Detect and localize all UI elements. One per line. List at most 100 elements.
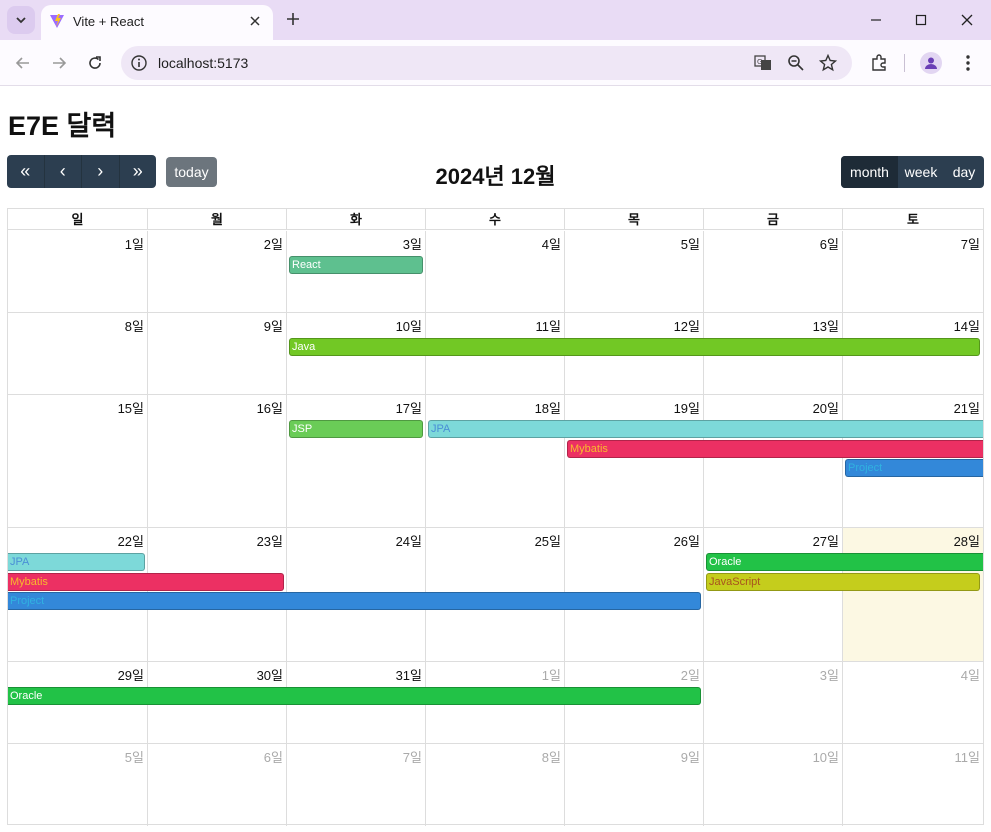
event-jsp[interactable]: JSP: [289, 420, 423, 438]
more-menu-icon[interactable]: [957, 52, 979, 74]
day-cell[interactable]: 6일: [704, 231, 843, 312]
day-cell[interactable]: 10일: [704, 744, 843, 826]
reload-icon[interactable]: [82, 50, 108, 76]
back-icon[interactable]: [10, 50, 36, 76]
profile-icon[interactable]: [920, 52, 942, 74]
event-mybatis[interactable]: Mybatis: [567, 439, 983, 458]
day-number[interactable]: 28일: [953, 534, 980, 549]
day-cell[interactable]: 1일: [8, 231, 148, 312]
site-info-icon[interactable]: [130, 54, 148, 72]
day-cell[interactable]: 4일: [426, 231, 565, 312]
day-number[interactable]: 2일: [680, 668, 700, 683]
day-number[interactable]: 8일: [124, 319, 144, 334]
day-cell[interactable]: 3일: [287, 231, 426, 312]
day-cell[interactable]: 16일: [148, 395, 287, 527]
day-number[interactable]: 11일: [954, 750, 980, 765]
day-number[interactable]: 3일: [819, 668, 839, 683]
today-button[interactable]: today: [166, 157, 217, 187]
day-number[interactable]: 9일: [263, 319, 283, 334]
day-number[interactable]: 4일: [960, 668, 980, 683]
day-number[interactable]: 18일: [534, 401, 561, 416]
day-number[interactable]: 8일: [541, 750, 561, 765]
event-oracle[interactable]: Oracle: [8, 687, 701, 705]
day-number[interactable]: 11일: [535, 319, 561, 334]
day-number[interactable]: 7일: [402, 750, 422, 765]
day-number[interactable]: 31일: [395, 668, 422, 683]
bookmark-star-icon[interactable]: [819, 54, 837, 72]
day-number[interactable]: 23일: [256, 534, 283, 549]
view-day-button[interactable]: day: [952, 164, 976, 180]
day-number[interactable]: 17일: [395, 401, 422, 416]
day-number[interactable]: 29일: [117, 668, 144, 683]
day-cell[interactable]: 2일: [148, 231, 287, 312]
day-number[interactable]: 16일: [256, 401, 283, 416]
day-number[interactable]: 4일: [541, 237, 561, 252]
day-cell[interactable]: 8일: [8, 313, 148, 394]
translate-icon[interactable]: G: [754, 54, 772, 72]
browser-tab[interactable]: Vite + React: [41, 5, 273, 40]
day-number[interactable]: 7일: [960, 237, 980, 252]
day-cell[interactable]: 11일: [843, 744, 983, 826]
day-number[interactable]: 3일: [402, 237, 422, 252]
day-cell[interactable]: 27일: [704, 528, 843, 661]
close-icon[interactable]: [245, 11, 265, 31]
plus-icon[interactable]: [282, 8, 304, 30]
day-cell[interactable]: 5일: [8, 744, 148, 826]
day-cell[interactable]: 14일: [843, 313, 983, 394]
day-cell[interactable]: 26일: [565, 528, 704, 661]
day-number[interactable]: 21일: [953, 401, 980, 416]
day-number[interactable]: 2일: [263, 237, 283, 252]
day-cell-today[interactable]: 28일: [843, 528, 983, 661]
window-close-icon[interactable]: [953, 6, 981, 34]
day-number[interactable]: 25일: [534, 534, 561, 549]
event-java[interactable]: Java: [289, 338, 980, 356]
event-jpa[interactable]: JPA: [428, 420, 983, 438]
day-number[interactable]: 12일: [673, 319, 700, 334]
day-number[interactable]: 14일: [953, 319, 980, 334]
extensions-icon[interactable]: [868, 52, 890, 74]
day-cell[interactable]: 19일: [565, 395, 704, 527]
day-number[interactable]: 1일: [541, 668, 561, 683]
day-number[interactable]: 10일: [812, 750, 839, 765]
event-mybatis[interactable]: Mybatis: [8, 572, 284, 591]
event-project[interactable]: Project: [845, 459, 983, 477]
zoom-icon[interactable]: [787, 54, 805, 72]
prev-month-button[interactable]: ‹: [45, 155, 82, 188]
minimize-icon[interactable]: [862, 6, 890, 34]
day-number[interactable]: 26일: [673, 534, 700, 549]
day-cell[interactable]: 3일: [704, 662, 843, 743]
view-month-button[interactable]: month: [841, 156, 898, 188]
event-oracle[interactable]: Oracle: [706, 553, 983, 571]
day-number[interactable]: 5일: [680, 237, 700, 252]
event-jpa[interactable]: JPA: [8, 553, 145, 571]
day-cell[interactable]: 5일: [565, 231, 704, 312]
day-number[interactable]: 5일: [124, 750, 144, 765]
day-cell[interactable]: 17일: [287, 395, 426, 527]
day-cell[interactable]: 21일: [843, 395, 983, 527]
day-cell[interactable]: 18일: [426, 395, 565, 527]
address-bar[interactable]: localhost:5173 G: [121, 46, 852, 80]
forward-icon[interactable]: [46, 50, 72, 76]
day-number[interactable]: 20일: [812, 401, 839, 416]
day-number[interactable]: 22일: [117, 534, 144, 549]
day-number[interactable]: 6일: [819, 237, 839, 252]
day-cell[interactable]: 7일: [843, 231, 983, 312]
day-number[interactable]: 6일: [263, 750, 283, 765]
day-number[interactable]: 15일: [117, 401, 144, 416]
event-javascript[interactable]: JavaScript: [706, 572, 980, 591]
day-number[interactable]: 1일: [124, 237, 144, 252]
day-number[interactable]: 19일: [673, 401, 700, 416]
day-number[interactable]: 9일: [680, 750, 700, 765]
day-cell[interactable]: 20일: [704, 395, 843, 527]
day-cell[interactable]: 6일: [148, 744, 287, 826]
event-react[interactable]: React: [289, 256, 423, 274]
day-number[interactable]: 30일: [256, 668, 283, 683]
next-month-button[interactable]: ›: [82, 155, 120, 188]
day-cell[interactable]: 7일: [287, 744, 426, 826]
day-cell[interactable]: 9일: [565, 744, 704, 826]
prev-year-button[interactable]: «: [7, 155, 45, 188]
day-number[interactable]: 24일: [395, 534, 422, 549]
view-week-button[interactable]: week: [904, 164, 938, 180]
day-cell[interactable]: 9일: [148, 313, 287, 394]
day-cell[interactable]: 8일: [426, 744, 565, 826]
